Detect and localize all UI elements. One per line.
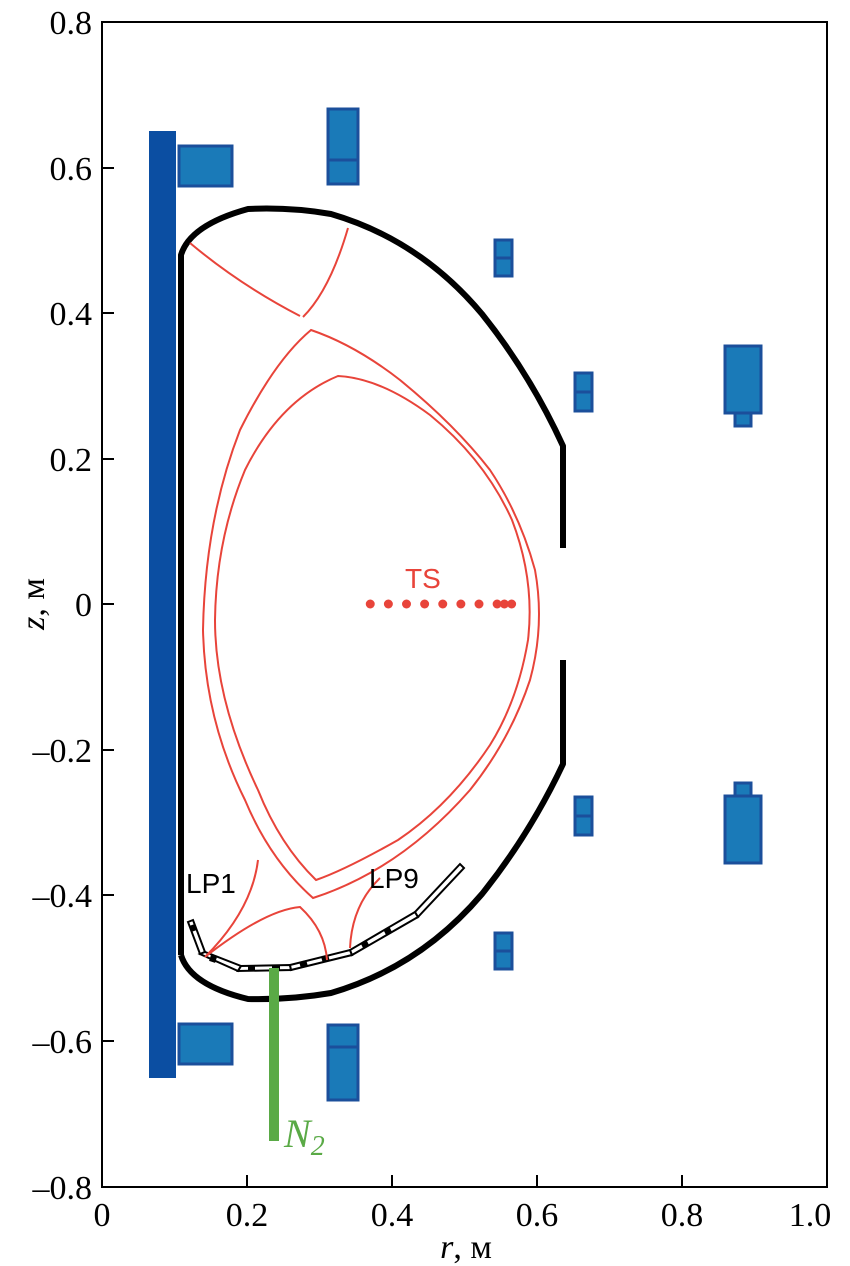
thomson-scattering-points: [365, 599, 517, 609]
x-ticks: [101, 1175, 828, 1187]
ts-point: [507, 599, 517, 609]
x-tick-label: 0: [94, 1197, 111, 1234]
x-tick-label: 0.2: [226, 1197, 269, 1234]
coil-lower-bottom: [326, 1023, 360, 1102]
probe-marker: [383, 927, 393, 936]
lp9-label: LP9: [369, 863, 419, 894]
vessel-lower: [178, 660, 566, 1003]
separatrix-lower-right-leg: [349, 877, 381, 949]
y-axis-title: z, м: [15, 578, 52, 631]
separatrix-inner: [213, 374, 531, 882]
ts-point: [365, 599, 375, 609]
separatrix-upper-right-leg: [302, 227, 349, 318]
ts-point: [474, 599, 484, 609]
divertor-plate-baffle: [413, 862, 466, 919]
separatrix-outer: [201, 328, 540, 900]
coil-upper-inner: [177, 144, 234, 188]
separatrix-lower-mid-leg: [204, 905, 328, 961]
ts-point: [438, 599, 448, 609]
ts-point: [456, 599, 466, 609]
ts-point: [499, 599, 509, 609]
coil-lower-far-tab: [733, 781, 753, 798]
plasma-separatrix: [189, 227, 540, 961]
lp1-label: LP1: [186, 868, 236, 899]
y-tick-label: –0.8: [32, 1170, 93, 1207]
ts-label: TS: [405, 563, 441, 594]
poloidal-field-coils: [177, 107, 763, 1102]
ts-point: [383, 599, 393, 609]
y-tick-label: 0.8: [50, 5, 93, 42]
x-tick-label: 1.0: [789, 1197, 832, 1234]
coil-lower-inner: [177, 1022, 234, 1066]
ts-point: [492, 599, 502, 609]
y-ticks: [102, 21, 114, 1188]
divertor-plate-inner: [186, 918, 207, 956]
y-tick-label: –0.4: [32, 878, 93, 915]
x-tick-label: 0.8: [661, 1197, 704, 1234]
probe-marker: [299, 960, 308, 968]
coil-lower-far: [723, 794, 763, 865]
divertor-plate-slope: [348, 910, 420, 957]
ts-point: [420, 599, 430, 609]
x-tick-label: 0.6: [516, 1197, 559, 1234]
n2-label: N2: [283, 1111, 325, 1162]
probe-marker: [189, 924, 197, 932]
probe-marker: [360, 940, 370, 949]
y-tick-label: –0.2: [32, 733, 93, 770]
y-tick-label: 0.6: [50, 151, 93, 188]
y-tick-label: 0.4: [50, 296, 93, 333]
coil-upper-far: [723, 344, 763, 415]
x-axis-title: r, м: [440, 1229, 492, 1266]
central-solenoid: [149, 131, 176, 1078]
x-tick-label: 0.4: [371, 1197, 414, 1234]
divertor-plate-floor: [236, 963, 293, 973]
gas-puff-injector: [269, 968, 279, 1141]
coil-upper-far-tab: [733, 411, 753, 428]
separatrix-lower-left-leg: [204, 859, 259, 958]
ts-point: [402, 599, 411, 609]
y-tick-label: –0.6: [32, 1024, 93, 1061]
separatrix-upper-left-leg: [189, 242, 301, 317]
vessel-upper: [178, 205, 566, 955]
coil-upper-top: [326, 107, 360, 186]
probe-marker: [209, 955, 217, 963]
divertor-plate-outer: [288, 948, 354, 972]
y-tick-label: 0: [75, 587, 92, 624]
vacuum-vessel: [178, 205, 566, 1003]
y-tick-label: 0.2: [50, 442, 93, 479]
